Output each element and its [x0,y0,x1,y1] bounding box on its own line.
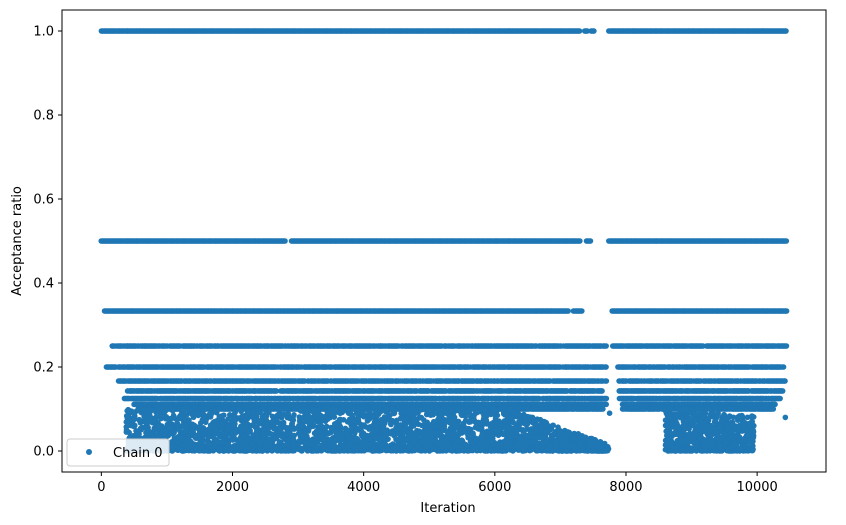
data-point [576,28,583,34]
data-point [577,238,583,244]
data-point [603,378,610,384]
data-point [780,364,787,370]
data-point [782,378,788,384]
data-point [603,364,609,370]
data-point [783,308,790,314]
data-point [579,308,585,314]
data-point [565,308,571,314]
data-point [282,238,288,244]
data-point [591,28,597,34]
data-point [779,388,786,394]
data-point [599,388,605,394]
data-point [603,343,609,349]
data-point [783,238,790,244]
data-point [584,28,591,34]
chain-0-points [98,28,790,454]
data-point [587,238,594,244]
data-point [783,28,789,34]
data-point [783,343,790,349]
